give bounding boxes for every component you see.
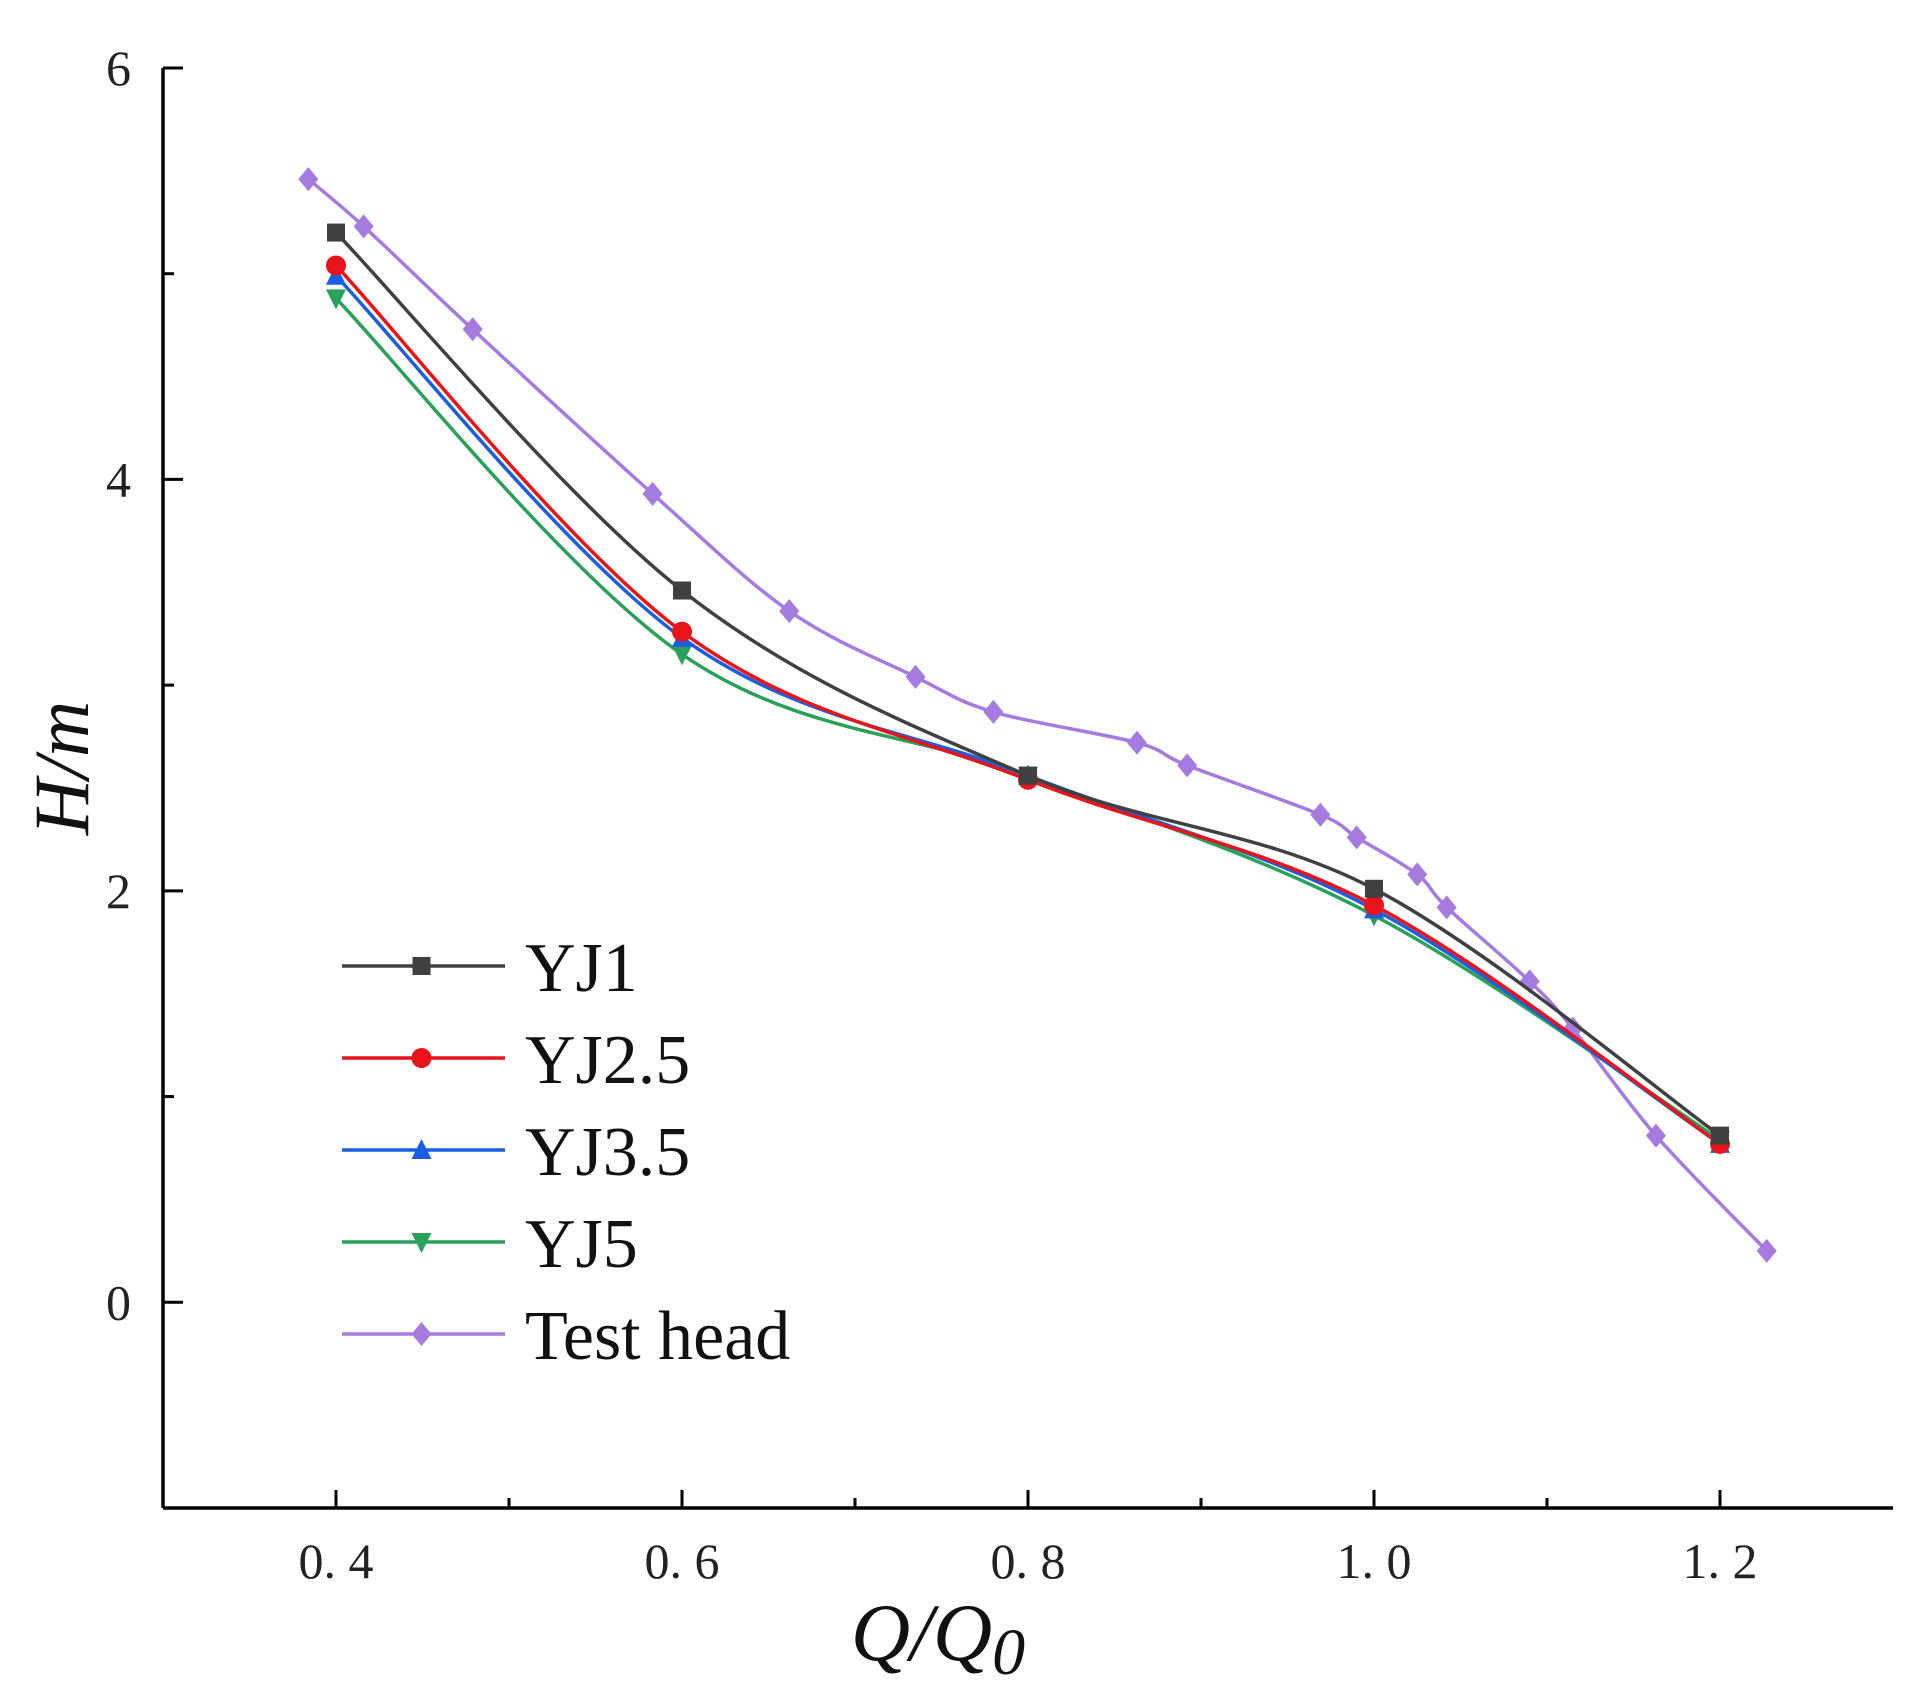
data-point-test-head — [353, 214, 374, 239]
data-point-yj1 — [673, 581, 691, 600]
legend-item-yj2-5: YJ2.5 — [342, 1022, 690, 1099]
x-tick-label: 1. 0 — [1337, 1533, 1412, 1589]
legend-marker — [411, 1322, 432, 1346]
legend-marker — [411, 1233, 432, 1253]
legend-label: YJ2.5 — [525, 1022, 690, 1099]
series-yj3-5 — [326, 264, 1730, 1153]
y-tick-label: 6 — [106, 40, 131, 96]
series-line-yj3-5 — [334, 274, 1721, 1146]
x-tick-label: 0. 8 — [991, 1533, 1066, 1589]
legend-label: Test head — [525, 1298, 790, 1375]
data-point-test-head — [298, 167, 319, 192]
data-point-test-head — [1346, 825, 1367, 850]
data-point-yj5 — [326, 289, 346, 310]
legend-label: YJ5 — [525, 1206, 638, 1283]
data-point-yj2-5 — [672, 621, 692, 642]
legend-label: YJ3.5 — [525, 1114, 690, 1191]
y-axis-title: H/m — [18, 701, 105, 836]
data-point-test-head — [1756, 1238, 1777, 1263]
series-yj1 — [327, 223, 1729, 1145]
data-point-test-head — [1177, 753, 1198, 778]
data-point-yj1 — [1019, 766, 1037, 785]
x-tick-label: 0. 4 — [299, 1533, 374, 1589]
x-tick-label: 0. 6 — [645, 1533, 720, 1589]
legend-marker — [412, 957, 431, 975]
legend-marker — [411, 1048, 432, 1068]
legend-item-yj1: YJ1 — [342, 930, 638, 1007]
data-point-test-head — [1407, 862, 1428, 887]
legend-item-yj5: YJ5 — [342, 1206, 638, 1283]
data-point-test-head — [462, 317, 483, 342]
y-tick-label: 0 — [106, 1274, 131, 1330]
data-point-test-head — [983, 699, 1004, 724]
series-test-head — [298, 167, 1777, 1263]
legend-item-test-head: Test head — [342, 1298, 790, 1375]
legend: YJ1 YJ2.5 YJ3.5 YJ5 Test head — [342, 930, 790, 1375]
data-point-yj1 — [1365, 879, 1383, 898]
series-line-test-head — [307, 177, 1768, 1253]
data-point-test-head — [1126, 730, 1147, 755]
legend-label: YJ1 — [525, 930, 638, 1007]
x-tick-label: 1. 2 — [1683, 1533, 1758, 1589]
data-point-yj1 — [327, 223, 345, 242]
data-point-test-head — [779, 599, 800, 624]
data-point-test-head — [1436, 895, 1457, 920]
x-axis-title: Q/Q0 — [851, 1587, 1025, 1689]
data-point-test-head — [905, 664, 926, 689]
legend-item-yj3-5: YJ3.5 — [342, 1114, 690, 1191]
data-point-test-head — [1310, 802, 1331, 827]
y-tick-label: 2 — [106, 863, 131, 919]
data-point-yj1 — [1711, 1126, 1729, 1145]
data-point-yj2-5 — [326, 255, 346, 276]
data-point-test-head — [1645, 1123, 1666, 1148]
legend-marker — [411, 1139, 432, 1159]
data-point-yj2-5 — [1364, 895, 1384, 916]
data-point-yj5 — [672, 645, 692, 666]
data-point-test-head — [642, 481, 663, 506]
y-tick-label: 4 — [106, 451, 131, 507]
series-line-yj2-5 — [334, 264, 1721, 1146]
